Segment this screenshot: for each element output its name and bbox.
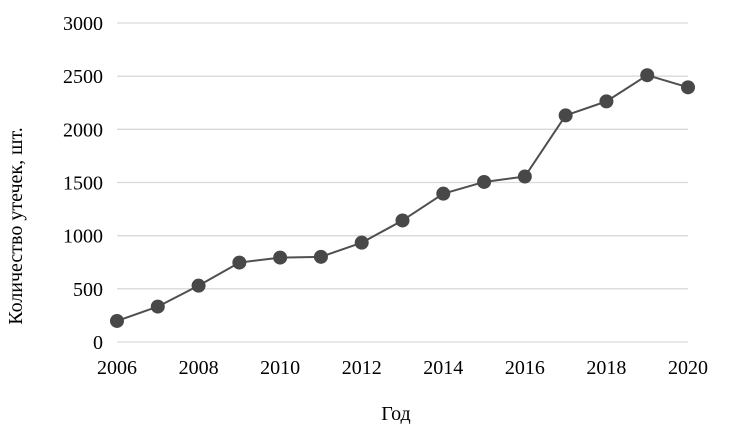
y-tick-label: 500: [73, 279, 103, 301]
data-point: [150, 299, 165, 314]
x-tick-label: 2016: [505, 357, 545, 379]
x-tick-label: 2018: [586, 357, 626, 379]
data-point: [110, 313, 124, 328]
data-point: [273, 250, 288, 265]
data-point: [681, 80, 695, 95]
y-tick-label: 2500: [63, 66, 103, 88]
data-point: [558, 108, 573, 123]
x-axis-title: Год: [381, 403, 411, 425]
x-tick-label: 2014: [423, 357, 463, 379]
x-tick-label: 2020: [668, 357, 708, 379]
data-point: [477, 174, 492, 189]
data-point: [599, 94, 614, 109]
y-tick-label: 3000: [63, 13, 103, 35]
x-tick-label: 2006: [97, 357, 137, 379]
data-point: [517, 169, 532, 184]
y-tick-label: 0: [93, 332, 103, 354]
x-tick-label: 2012: [342, 357, 382, 379]
data-point: [395, 213, 410, 228]
data-point: [232, 255, 247, 270]
data-point: [313, 249, 328, 264]
y-tick-label: 1000: [63, 226, 103, 248]
y-tick-label: 2000: [63, 119, 103, 141]
y-tick-label: 1500: [63, 173, 103, 195]
y-axis-title: Количество утечек, шт.: [5, 127, 27, 325]
x-tick-label: 2010: [260, 357, 300, 379]
data-point: [640, 68, 655, 83]
data-point: [436, 186, 451, 201]
x-tick-label: 2008: [179, 357, 219, 379]
data-point: [354, 235, 369, 250]
data-point: [191, 278, 206, 293]
